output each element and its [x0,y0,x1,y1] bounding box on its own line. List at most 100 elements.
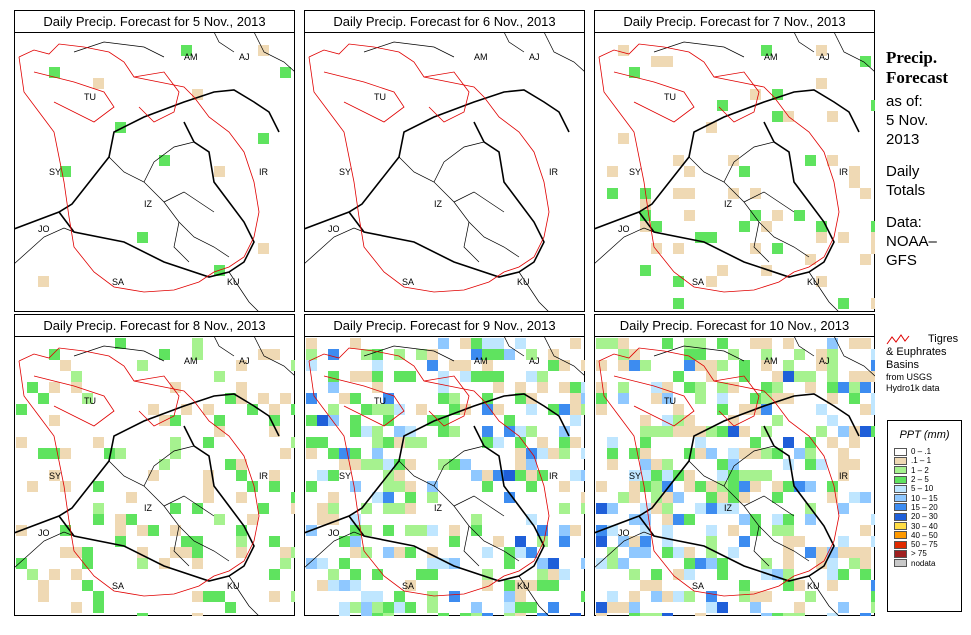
precip-cell [269,569,280,580]
precip-cell [361,613,372,616]
legend-swatch [894,531,907,540]
precip-cell [27,481,38,492]
precip-cell [394,404,405,415]
country-border [253,32,295,73]
precip-cell [493,371,504,382]
precip-cell [607,503,618,514]
precip-cell [405,437,416,448]
precip-cell [269,404,280,415]
precip-cell [618,360,629,371]
precip-cell [750,210,761,221]
precip-cell [38,591,49,602]
precip-cell [717,503,728,514]
precip-cell [280,393,291,404]
precip-cell [805,371,816,382]
precip-cell [860,382,871,393]
precip-cell [607,547,618,558]
precip-cell [717,459,728,470]
precip-cell [82,547,93,558]
precip-cell [739,481,750,492]
country-border [743,495,795,517]
precip-cell [761,404,772,415]
precip-cell [706,503,717,514]
country-border [594,227,655,265]
precip-cell [460,360,471,371]
precip-cell [38,393,49,404]
precip-cell [662,415,673,426]
precip-cell [372,382,383,393]
precip-cell [372,569,383,580]
precip-cell [438,613,449,616]
precip-cell [427,591,438,602]
precip-cell [49,382,60,393]
precip-cell [827,481,838,492]
precip-cell [750,437,761,448]
precip-cell [247,481,258,492]
legend-range: 1 – 2 [911,465,929,475]
precip-cell [258,393,269,404]
precip-cell [728,382,739,393]
precip-cell [236,525,247,536]
precip-cell [750,89,761,100]
precip-cell [871,580,875,591]
precip-cell [761,349,772,360]
precip-cell [449,525,460,536]
precip-cell [871,371,875,382]
precip-cell [471,338,482,349]
precip-cell [460,613,471,616]
precip-cell [537,558,548,569]
precip-cell [728,503,739,514]
precip-cell [504,426,515,437]
precip-cell [225,459,236,470]
precip-cell [662,525,673,536]
basin-boundary [33,71,115,123]
country-label: AJ [239,52,250,62]
country-label: JO [618,528,630,538]
precip-cell [783,459,794,470]
precip-cell [651,426,662,437]
precip-cell [148,525,159,536]
precip-cell [607,459,618,470]
precip-cell [258,133,269,144]
precip-cell [471,371,482,382]
precip-cell [662,393,673,404]
precip-cell [526,547,537,558]
precip-cell [291,591,295,602]
precip-cell [717,360,728,371]
basin-line-icon [886,334,910,345]
precip-cell [192,613,203,616]
precip-cell [372,437,383,448]
country-label: IR [839,167,849,177]
country-label: IR [259,167,269,177]
precip-cell [350,371,361,382]
country-label: JO [328,224,340,234]
precip-cell [629,360,640,371]
basins-label-2: & Euphrates [886,346,947,358]
precip-cell [706,122,717,133]
precip-cell [805,547,816,558]
precip-cell [706,232,717,243]
precip-cell [640,415,651,426]
precip-cell [706,448,717,459]
legend-range: .1 – 1 [911,456,932,466]
precip-cell [673,569,684,580]
country-border [723,445,775,487]
precip-cell [783,613,794,616]
precip-cell [427,415,438,426]
precip-cell [126,514,137,525]
legend-item: 30 – 40 [894,521,961,531]
precip-cell [559,525,570,536]
precip-cell [328,503,339,514]
precip-cell [717,602,728,613]
precip-cell [783,525,794,536]
precip-cell [728,481,739,492]
precip-cell [750,481,761,492]
country-border [14,531,75,569]
precip-cell [350,580,361,591]
precip-cell [629,349,640,360]
precip-cell [328,382,339,393]
precip-cell [695,349,706,360]
precip-cell [148,470,159,481]
precip-cell [838,569,849,580]
precip-cell [838,470,849,481]
